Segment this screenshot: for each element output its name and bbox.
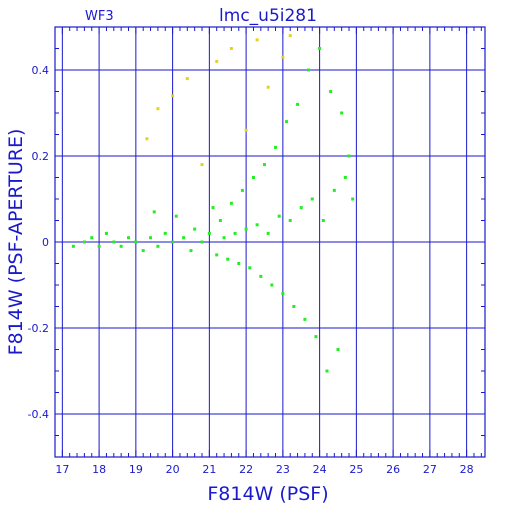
data-point [244, 128, 248, 132]
data-point [292, 305, 296, 308]
data-point [288, 34, 292, 38]
data-point [229, 47, 233, 50]
data-point [71, 244, 75, 248]
data-point [351, 197, 355, 201]
y-tick-label: 0 [42, 236, 49, 249]
data-point [104, 231, 108, 235]
data-point [248, 266, 252, 270]
data-point [215, 253, 219, 257]
data-point [266, 85, 270, 89]
data-point [277, 214, 281, 218]
data-point [200, 163, 204, 167]
data-point [134, 240, 138, 244]
data-point [145, 137, 149, 141]
axis-ticks [55, 26, 485, 458]
data-point [211, 206, 215, 210]
data-point [171, 94, 175, 98]
x-tick-labels: 17 18 19 20 21 22 23 24 25 26 27 28 [55, 463, 473, 476]
x-tick-label: 25 [349, 463, 363, 476]
x-tick-label: 26 [386, 463, 400, 476]
data-point [97, 244, 101, 248]
data-point [163, 231, 167, 235]
data-point [332, 188, 336, 192]
data-point [229, 201, 233, 205]
data-point [207, 231, 211, 235]
data-point [270, 283, 274, 287]
data-point [343, 176, 347, 179]
data-point [340, 111, 344, 115]
data-point [296, 102, 300, 106]
data-point [185, 77, 189, 81]
x-tick-label: 18 [92, 463, 106, 476]
x-tick-label: 17 [55, 463, 69, 476]
data-point [141, 249, 145, 253]
data-point [200, 240, 204, 244]
data-points [71, 34, 355, 373]
corner-label: WF3 [85, 9, 114, 24]
y-tick-labels: -0.4 -0.2 0 0.2 0.4 [28, 64, 49, 421]
x-tick-label: 20 [166, 463, 180, 476]
data-point [310, 197, 314, 201]
x-tick-label: 23 [276, 463, 290, 476]
x-tick-label: 19 [129, 463, 143, 476]
data-point [329, 90, 333, 93]
data-point [82, 240, 86, 244]
y-tick-label: 0.4 [32, 64, 50, 77]
data-point [262, 163, 266, 167]
data-point [127, 236, 131, 240]
data-point [226, 257, 230, 261]
data-point [156, 107, 160, 111]
data-point [288, 219, 292, 222]
data-point [119, 244, 123, 248]
data-point [171, 240, 175, 244]
data-point [274, 145, 278, 149]
data-point [314, 335, 318, 339]
y-tick-label: 0.2 [32, 150, 50, 163]
y-axis-label: F814W (PSF-APERTURE) [5, 129, 27, 356]
data-point [281, 292, 285, 296]
data-point [90, 236, 94, 240]
data-point [149, 236, 153, 240]
data-point [189, 249, 193, 253]
data-point [281, 55, 285, 59]
data-point [152, 210, 156, 214]
data-point [240, 188, 244, 192]
data-point [193, 227, 197, 231]
y-tick-label: -0.2 [28, 322, 49, 335]
data-point [303, 317, 307, 321]
data-point [215, 59, 219, 63]
data-point [174, 214, 178, 218]
data-point [237, 262, 241, 265]
x-tick-label: 21 [202, 463, 216, 476]
data-point [325, 369, 329, 373]
data-point [336, 348, 340, 351]
x-tick-label: 27 [423, 463, 437, 476]
data-point [307, 68, 311, 72]
data-point [218, 219, 222, 222]
data-point [244, 227, 248, 231]
data-point [259, 274, 263, 278]
data-point [255, 38, 259, 42]
data-point [233, 231, 237, 235]
data-point [321, 219, 325, 222]
data-point [222, 236, 226, 240]
data-point [182, 236, 186, 240]
data-point [347, 154, 351, 158]
x-tick-label: 28 [460, 463, 474, 476]
chart-title: lmc_u5i281 [219, 6, 317, 26]
data-point [255, 223, 259, 227]
x-tick-label: 22 [239, 463, 253, 476]
data-point [318, 47, 322, 50]
data-point [156, 244, 160, 248]
x-tick-label: 24 [313, 463, 327, 476]
x-axis-label: F814W (PSF) [207, 483, 328, 505]
plot-grid [55, 27, 485, 457]
data-point [251, 176, 255, 179]
y-tick-label: -0.4 [28, 408, 49, 421]
data-point [285, 120, 289, 124]
data-point [112, 240, 116, 244]
data-point [266, 231, 270, 235]
data-point [299, 206, 303, 210]
